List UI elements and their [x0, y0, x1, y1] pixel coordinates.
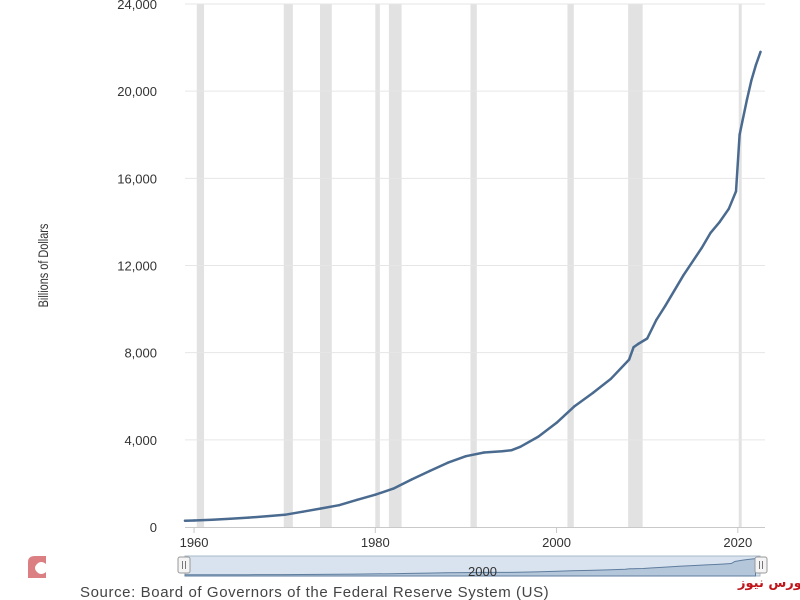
data-point-0-27 — [632, 346, 635, 349]
series-line-0 — [183, 50, 762, 522]
data-point-0-4 — [247, 516, 250, 519]
y-tick-label-6: 24,000 — [117, 0, 157, 12]
range-navigator[interactable]: 2000 — [177, 555, 768, 579]
data-point-0-1 — [192, 519, 196, 522]
data-point-0-6 — [283, 513, 286, 516]
data-point-0-2 — [211, 518, 214, 521]
navigator-label: 2000 — [468, 564, 497, 579]
x-tick-label-3: 2020 — [723, 535, 752, 550]
data-point-0-35 — [718, 220, 721, 224]
data-point-0-11 — [374, 493, 377, 496]
gridlines — [185, 3, 765, 441]
axes: 0 4,000 8,000 12,000 16,000 20,000 24,000 1960 1… — [36, 0, 765, 550]
watermark-text: بورس نیوز — [738, 576, 800, 591]
data-point-0-24 — [591, 391, 594, 395]
data-point-0-14 — [428, 469, 431, 473]
data-point-0-38 — [738, 133, 741, 136]
data-point-0-26 — [627, 358, 631, 361]
data-point-0-7 — [301, 510, 304, 513]
data-point-0-37 — [734, 190, 738, 193]
data-point-0-43 — [759, 50, 762, 54]
navigator-series-0 — [184, 558, 756, 577]
data-point-0-39 — [741, 120, 744, 123]
data-series — [183, 50, 762, 522]
data-point-0-31 — [664, 304, 667, 307]
y-tick-label-3: 12,000 — [117, 259, 157, 274]
data-point-0-18 — [501, 450, 504, 453]
data-point-0-40 — [745, 98, 749, 102]
data-point-0-25 — [609, 377, 613, 380]
data-point-0-8 — [319, 507, 323, 510]
data-point-0-13 — [410, 478, 413, 481]
y-tick-label-2: 8,000 — [124, 346, 157, 361]
y-tick-label-4: 16,000 — [117, 171, 157, 186]
data-point-0-42 — [754, 63, 758, 67]
data-point-0-30 — [655, 318, 658, 322]
y-tick-label-0: 0 — [150, 520, 157, 535]
navigator-handle-left[interactable] — [177, 556, 191, 574]
x-tick-label-2: 2000 — [542, 535, 571, 550]
data-point-0-16 — [464, 455, 468, 458]
data-point-0-33 — [700, 246, 703, 250]
source-caption: Source: Board of Governors of the Federa… — [80, 584, 550, 600]
data-point-0-34 — [709, 231, 712, 234]
navigator-handle-right[interactable] — [754, 556, 768, 574]
data-point-0-3 — [229, 517, 232, 520]
data-point-0-41 — [750, 79, 753, 82]
y-tick-label-1: 4,000 — [124, 433, 157, 448]
data-point-0-5 — [265, 515, 268, 518]
data-point-0-23 — [573, 404, 576, 408]
y-tick-label-5: 20,000 — [117, 84, 157, 99]
navigator-handle-right-box[interactable] — [754, 556, 768, 574]
data-point-0-0 — [183, 519, 187, 522]
data-point-0-36 — [727, 207, 730, 210]
data-point-0-20 — [519, 445, 522, 448]
x-tick-label-0: 1960 — [180, 535, 209, 550]
data-point-0-9 — [337, 504, 341, 507]
y-axis-title: Billions of Dollars — [36, 224, 52, 308]
data-point-0-10 — [356, 498, 359, 501]
data-point-0-12 — [392, 487, 395, 490]
data-point-0-28 — [636, 342, 640, 346]
x-tick-label-1: 1980 — [361, 535, 390, 550]
data-point-0-29 — [646, 337, 649, 340]
data-point-0-15 — [446, 461, 449, 464]
data-point-0-32 — [682, 274, 685, 277]
navigator-handle-left-box[interactable] — [177, 556, 191, 574]
data-point-0-19 — [510, 449, 513, 452]
data-point-0-22 — [555, 421, 558, 424]
data-point-0-17 — [482, 451, 486, 454]
watermark-logo-icon — [24, 552, 50, 582]
data-point-0-21 — [537, 435, 540, 438]
